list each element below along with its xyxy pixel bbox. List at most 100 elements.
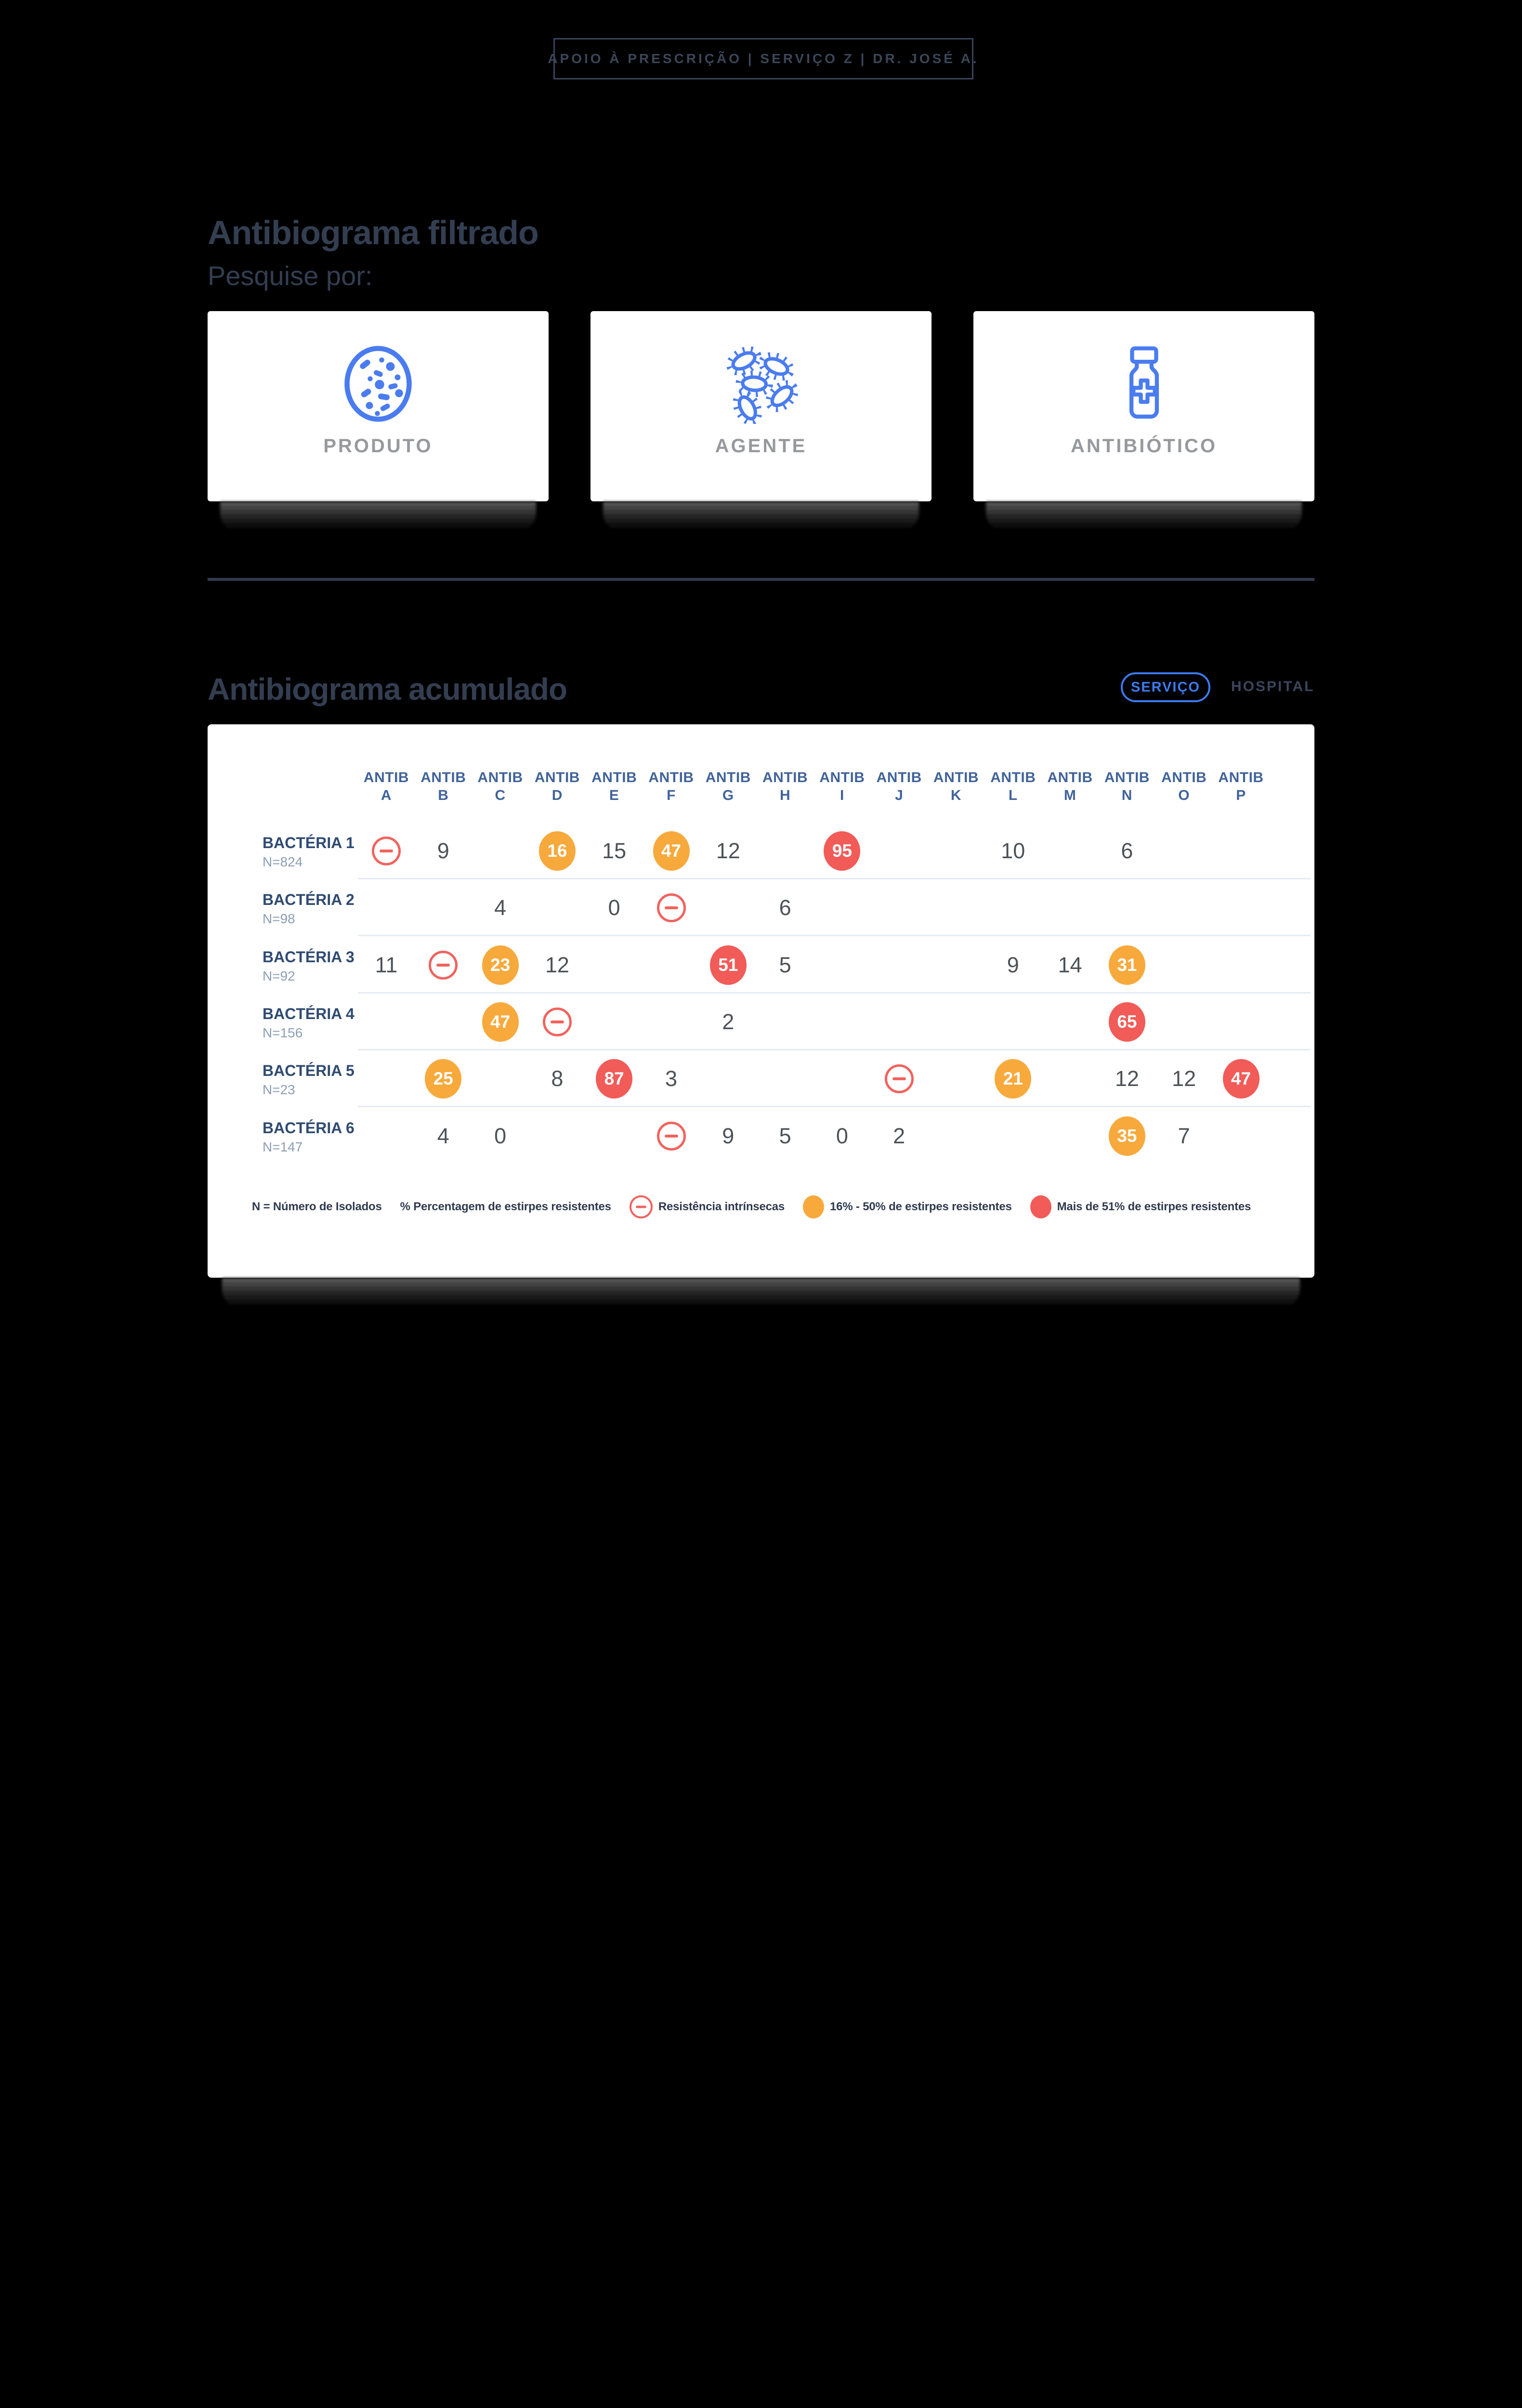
row-divider — [358, 992, 1311, 994]
table-cell: 95 — [811, 823, 873, 879]
cell-value: 2 — [893, 1123, 905, 1148]
search-card-produto[interactable]: PRODUTO — [208, 311, 549, 501]
column-header: ANTIB E — [591, 770, 637, 803]
bacteria-isolate-count: N=98 — [262, 911, 295, 927]
column-header: ANTIB J — [876, 770, 922, 803]
table-cell — [640, 1108, 703, 1165]
table-cell: 5 — [754, 937, 816, 994]
filtered-section-title: Antibiograma filtrado — [208, 214, 539, 251]
bacteria-name: BACTÉRIA 1 — [262, 834, 354, 851]
legend-item-percent: % Percentagem de estirpes resistentes — [400, 1200, 611, 1214]
row-divider — [358, 935, 1311, 937]
resistance-badge: 23 — [482, 945, 519, 985]
resistance-badge: 16 — [538, 831, 576, 871]
resistance-badge: 31 — [1108, 945, 1145, 985]
petri-dish-icon — [208, 338, 549, 430]
bacteria-isolate-count: N=147 — [262, 1139, 303, 1154]
cell-value: 6 — [1121, 838, 1133, 863]
intrinsic-resistance-icon — [542, 1007, 572, 1036]
column-header: ANTIB C — [477, 770, 523, 803]
column-header: ANTIB F — [648, 770, 694, 803]
bacteria-isolate-count: N=92 — [262, 968, 295, 983]
table-cell — [526, 994, 589, 1050]
column-header: ANTIB N — [1104, 770, 1150, 803]
table-cell: 10 — [982, 823, 1044, 879]
table-cell: 12 — [1096, 1050, 1158, 1107]
column-header: ANTIB A — [363, 770, 409, 803]
table-cell: 65 — [1096, 994, 1158, 1050]
column-header: ANTIB M — [1047, 770, 1093, 803]
column-header: ANTIB P — [1218, 770, 1264, 803]
cell-value: 10 — [1001, 838, 1025, 863]
legend-item-intrinsic: Resistência intrínsecas — [629, 1195, 785, 1218]
table-cell: 35 — [1096, 1108, 1158, 1165]
resistance-badge: 47 — [653, 831, 690, 871]
cell-value: 2 — [722, 1009, 735, 1034]
table-cell: 31 — [1096, 937, 1158, 994]
toggle-servico-button[interactable]: SERVIÇO — [1121, 672, 1210, 702]
table-cell: 11 — [355, 937, 418, 994]
resistance-badge: 51 — [709, 945, 747, 985]
legend-item-red: Mais de 51% de estirpes resistentes — [1030, 1195, 1251, 1218]
resistance-badge: 25 — [425, 1059, 462, 1099]
bacteria-isolate-count: N=824 — [262, 854, 303, 869]
search-card-agente[interactable]: AGENTE — [590, 311, 932, 501]
legend-label: N = Número de Isolados — [252, 1200, 382, 1213]
table-cell — [412, 937, 474, 994]
intrinsic-resistance-icon — [429, 950, 458, 980]
cell-value: 12 — [545, 952, 569, 977]
column-header: ANTIB K — [933, 770, 979, 803]
search-card-label: PRODUTO — [323, 435, 433, 457]
table-cell: 9 — [412, 823, 474, 879]
table-cell: 9 — [697, 1108, 760, 1165]
table-cell: 6 — [754, 879, 816, 936]
column-header: ANTIB O — [1161, 770, 1207, 803]
toggle-hospital-label: HOSPITAL — [1231, 679, 1315, 694]
table-cell: 25 — [412, 1050, 474, 1107]
orange-dot-icon — [803, 1195, 825, 1218]
table-cell: 12 — [526, 937, 589, 994]
bacteria-name: BACTÉRIA 5 — [262, 1062, 354, 1080]
row-divider — [358, 878, 1311, 879]
table-cell: 7 — [1153, 1108, 1215, 1165]
search-card-antibiotico[interactable]: ANTIBIÓTICO — [973, 311, 1314, 501]
table-cell: 8 — [526, 1050, 589, 1107]
intrinsic-resistance-icon — [629, 1195, 653, 1218]
table-cell: 9 — [982, 937, 1044, 994]
red-dot-icon — [1030, 1195, 1051, 1218]
resistance-badge: 47 — [482, 1002, 519, 1042]
cell-value: 12 — [1172, 1066, 1196, 1091]
table-cell: 0 — [811, 1108, 873, 1165]
bacteria-isolate-count: N=156 — [262, 1025, 303, 1040]
cell-value: 6 — [779, 895, 791, 920]
cell-value: 8 — [551, 1066, 564, 1091]
cell-value: 4 — [494, 895, 507, 920]
cell-value: 5 — [779, 1123, 791, 1148]
cell-value: 12 — [716, 838, 740, 863]
toggle-hospital-button[interactable]: HOSPITAL — [1231, 679, 1314, 695]
legend-label: % Percentagem de estirpes resistentes — [400, 1200, 611, 1213]
table-cell: 16 — [526, 823, 589, 879]
table-cell: 0 — [469, 1108, 532, 1165]
table-cell: 21 — [982, 1050, 1044, 1107]
table-cell — [640, 879, 703, 936]
intrinsic-resistance-icon — [884, 1064, 914, 1094]
table-cell: 15 — [583, 823, 645, 879]
cell-value: 3 — [665, 1066, 678, 1091]
table-cell: 4 — [412, 1108, 474, 1165]
accumulated-section-title: Antibiograma acumulado — [208, 672, 567, 707]
table-cell: 47 — [1210, 1050, 1273, 1107]
search-card-label: AGENTE — [715, 435, 807, 457]
intrinsic-resistance-icon — [656, 893, 686, 923]
cell-value: 9 — [722, 1123, 735, 1148]
legend-item-n: N = Número de Isolados — [252, 1200, 382, 1214]
table-cell — [868, 1050, 931, 1107]
antibiogram-table-card: ANTIB A ANTIB B ANTIB C ANTIB D ANTIB E ANTIB F ANTI… — [208, 724, 1314, 1278]
column-header: ANTIB D — [534, 770, 580, 803]
table-cell: 87 — [583, 1050, 645, 1107]
legend-label: 16% - 50% de estirpes resistentes — [830, 1200, 1012, 1213]
bacteria-name: BACTÉRIA 2 — [262, 891, 354, 909]
cell-value: 0 — [608, 895, 620, 920]
legend-item-orange: 16% - 50% de estirpes resistentes — [803, 1195, 1012, 1218]
column-header: ANTIB I — [819, 770, 865, 803]
